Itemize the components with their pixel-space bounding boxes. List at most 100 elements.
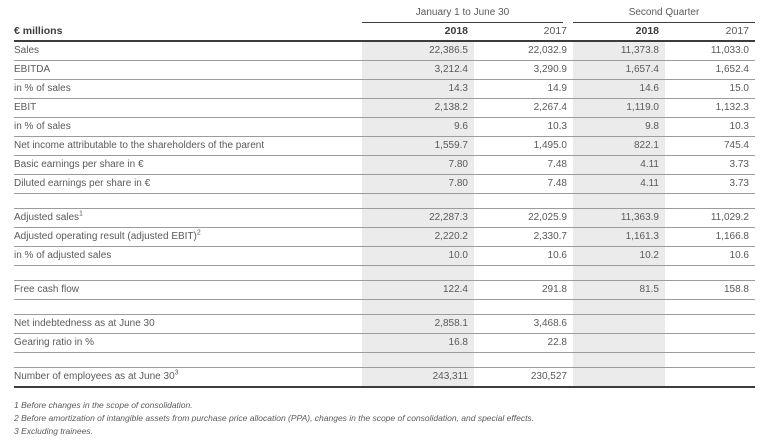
cell-value — [665, 334, 755, 352]
cell-value — [665, 315, 755, 333]
table-row: in % of sales 14.3 14.9 14.6 15.0 — [14, 80, 755, 99]
table-row: Sales 22,386.5 22,032.9 11,373.8 11,033.0 — [14, 42, 755, 61]
row-label: in % of sales — [14, 121, 71, 132]
cell-value: 2,858.1 — [362, 315, 474, 333]
cell-value: 7.48 — [547, 159, 567, 170]
row-label: Net indebtedness as at June 30 — [14, 318, 155, 329]
table-row: Basic earnings per share in € 7.80 7.48 4.1… — [14, 156, 755, 175]
cell-value: 10.6 — [729, 250, 749, 261]
cell-value: 9.6 — [362, 118, 474, 136]
column-group-second-quarter: Second Quarter — [573, 7, 755, 23]
cell-value: 14.3 — [362, 80, 474, 98]
table-row: Net income attributable to the sharehold… — [14, 137, 755, 156]
table-body: Sales 22,386.5 22,032.9 11,373.8 11,033.0 EBI… — [14, 42, 755, 388]
footnotes: 1 Before changes in the scope of consoli… — [14, 399, 755, 438]
cell-value: 16.8 — [362, 334, 474, 352]
section-gap — [14, 353, 755, 368]
table-row: Free cash flow 122.4 291.8 81.5 158.8 — [14, 281, 755, 300]
cell-value: 1,132.3 — [715, 102, 749, 113]
row-label: EBIT — [14, 102, 37, 113]
gap-cell — [14, 353, 362, 367]
cell-value: 22,025.9 — [528, 212, 567, 223]
gap-cell — [14, 300, 362, 314]
cell-value: 11,029.2 — [710, 212, 749, 223]
cell-value: 1,119.0 — [573, 99, 665, 117]
gap-cell — [573, 300, 665, 314]
footnote-3: 3 Excluding trainees. — [14, 426, 93, 436]
cell-value: 1,559.7 — [362, 137, 474, 155]
footnote-2: 2 Before amortization of intangible asse… — [14, 413, 535, 423]
table-row: EBIT 2,138.2 2,267.4 1,119.0 1,132.3 — [14, 99, 755, 118]
cell-value: 745.4 — [723, 140, 749, 151]
gap-cell — [362, 266, 474, 280]
cell-value: 3.73 — [729, 159, 749, 170]
row-label: in % of sales — [14, 83, 71, 94]
gap-cell — [474, 266, 573, 280]
footnote-1: 1 Before changes in the scope of consoli… — [14, 400, 193, 410]
row-label: Basic earnings per share in € — [14, 159, 144, 170]
cell-value: 7.80 — [362, 156, 474, 174]
cell-value — [665, 368, 755, 386]
cell-value: 4.11 — [573, 175, 665, 193]
cell-value: 10.0 — [362, 247, 474, 265]
cell-value — [573, 315, 665, 333]
cell-value: 1,657.4 — [573, 61, 665, 79]
cell-value: 10.6 — [547, 250, 567, 261]
cell-value: 15.0 — [729, 83, 749, 94]
table-row: Adjusted sales1 22,287.3 22,025.9 11,363.9 1… — [14, 209, 755, 228]
gap-cell — [14, 194, 362, 208]
cell-value: 1,161.3 — [573, 228, 665, 246]
cell-value: 10.3 — [729, 121, 749, 132]
row-label: Adjusted operating result (adjusted EBIT… — [14, 229, 201, 242]
section-gap — [14, 300, 755, 315]
cell-value: 11,363.9 — [573, 209, 665, 227]
gap-cell — [362, 300, 474, 314]
table-row: Net indebtedness as at June 30 2,858.1 3,4… — [14, 315, 755, 334]
row-label: Sales — [14, 45, 40, 56]
gap-cell — [362, 353, 474, 367]
section-gap — [14, 266, 755, 281]
row-label: EBITDA — [14, 64, 51, 75]
gap-cell — [14, 266, 362, 280]
table-row: in % of adjusted sales 10.0 10.6 10.2 10.6 — [14, 247, 755, 266]
cell-value: 243,311 — [362, 368, 474, 386]
cell-value: 2,220.2 — [362, 228, 474, 246]
year-header-q2-2018: 2018 — [635, 25, 659, 37]
gap-cell — [665, 266, 755, 280]
row-label: Adjusted sales1 — [14, 210, 83, 223]
gap-cell — [573, 353, 665, 367]
row-label: in % of adjusted sales — [14, 250, 112, 261]
gap-cell — [665, 353, 755, 367]
cell-value: 22,032.9 — [528, 45, 567, 56]
table-row: Gearing ratio in % 16.8 22.8 — [14, 334, 755, 353]
cell-value: 230,527 — [530, 371, 567, 382]
gap-cell — [474, 194, 573, 208]
key-figures-table: January 1 to June 30 Second Quarter € mi… — [14, 2, 755, 388]
cell-value: 3,212.4 — [362, 61, 474, 79]
cell-value: 7.48 — [547, 178, 567, 189]
column-group-header-row: January 1 to June 30 Second Quarter — [14, 2, 755, 23]
cell-value: 14.9 — [547, 83, 567, 94]
gap-cell — [665, 194, 755, 208]
cell-value: 122.4 — [362, 281, 474, 299]
cell-value — [573, 334, 665, 352]
cell-value: 22.8 — [547, 337, 567, 348]
cell-value: 22,386.5 — [362, 42, 474, 60]
year-header-row: € millions 2018 2017 2018 2017 — [14, 23, 755, 42]
cell-value: 4.11 — [573, 156, 665, 174]
table-row: Number of employees as at June 303 243,31… — [14, 368, 755, 388]
table-row: Adjusted operating result (adjusted EBIT… — [14, 228, 755, 247]
cell-value: 2,138.2 — [362, 99, 474, 117]
table-row: EBITDA 3,212.4 3,290.9 1,657.4 1,652.4 — [14, 61, 755, 80]
cell-value: 3.73 — [729, 178, 749, 189]
column-group-jan-june: January 1 to June 30 — [362, 7, 563, 23]
cell-value: 2,267.4 — [533, 102, 567, 113]
cell-value: 3,468.6 — [533, 318, 567, 329]
row-label: Gearing ratio in % — [14, 337, 95, 348]
cell-value: 22,287.3 — [362, 209, 474, 227]
cell-value: 1,166.8 — [715, 231, 749, 242]
unit-label: € millions — [14, 25, 63, 37]
cell-value: 11,373.8 — [573, 42, 665, 60]
cell-value: 822.1 — [573, 137, 665, 155]
